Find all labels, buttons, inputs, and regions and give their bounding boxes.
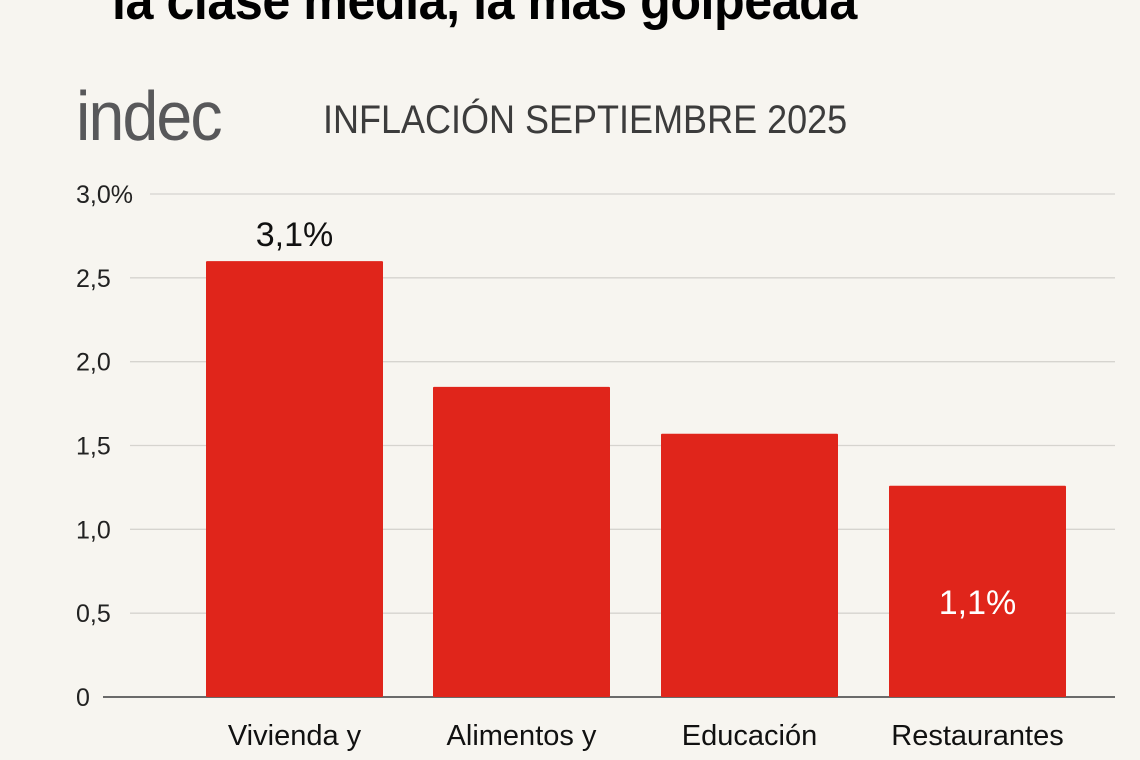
y-tick-label: 2,5: [76, 265, 111, 293]
x-tick-label: Restaurantes: [891, 720, 1064, 752]
bar: [889, 485, 1066, 697]
y-tick-label: 2,0: [76, 349, 111, 377]
bar: [661, 433, 838, 697]
x-tick-label: Alimentos y: [447, 720, 597, 752]
bar: [433, 386, 610, 697]
y-tick-label: 1,0: [76, 516, 111, 544]
indec-logo: indec: [76, 77, 223, 155]
chart-title: INFLACIÓN SEPTIEMBRE 2025: [323, 98, 848, 142]
data-label: 1,1%: [939, 584, 1017, 622]
headline: la clase media, la más golpeada: [112, 0, 857, 31]
y-tick-label: 0,5: [76, 600, 111, 628]
bar: [206, 261, 383, 697]
data-label: 3,1%: [256, 216, 334, 254]
x-tick-label: Vivienda y: [228, 720, 362, 752]
y-tick-label: 1,5: [76, 433, 111, 461]
y-tick-label: 0: [76, 684, 90, 712]
y-tick-label: 3,0%: [76, 181, 133, 209]
x-tick-label: Educación: [682, 720, 817, 752]
